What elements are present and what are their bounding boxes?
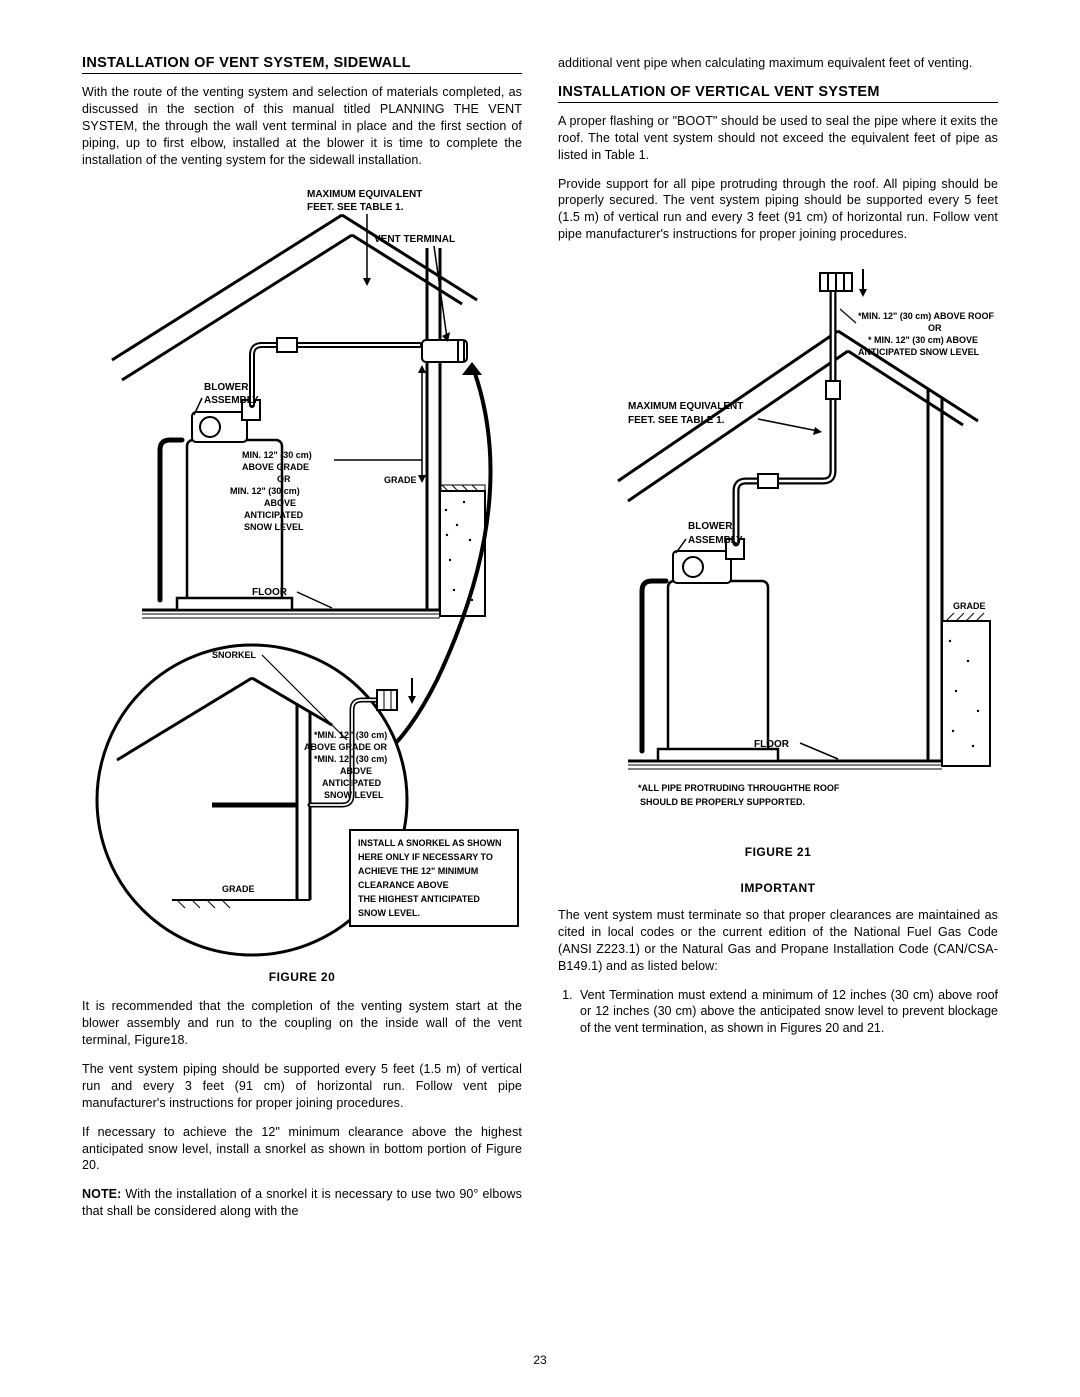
para-roof-support: Provide support for all pipe protruding … — [558, 176, 998, 244]
fig20-inset-min-5: ANTICIPATED — [322, 778, 382, 788]
fig21-support-2: SHOULD BE PROPERLY SUPPORTED. — [640, 797, 805, 807]
termination-item-1: Vent Termination must extend a minimum o… — [576, 987, 998, 1038]
fig21-roof-3: * MIN. 12" (30 cm) ABOVE — [868, 335, 978, 345]
fig21-support-1: *ALL PIPE PROTRUDING THROUGHTHE ROOF — [638, 783, 840, 793]
fig20-label-min-6: ANTICIPATED — [244, 510, 304, 520]
fig20-notebox-3: ACHIEVE THE 12" MINIMUM — [358, 866, 478, 876]
heading-vertical: INSTALLATION OF VERTICAL VENT SYSTEM — [558, 84, 998, 100]
fig20-label-maxfeet-2: FEET. SEE TABLE 1. — [307, 202, 404, 213]
figure-20: MAXIMUM EQUIVALENT FEET. SEE TABLE 1. VE… — [82, 180, 522, 960]
fig20-label-maxfeet-1: MAXIMUM EQUIVALENT — [307, 189, 422, 200]
para-blower-start: It is recommended that the completion of… — [82, 998, 522, 1049]
para-sidewall-intro: With the route of the venting system and… — [82, 84, 522, 168]
fig20-label-floor: FLOOR — [252, 587, 288, 598]
fig20-label-grade: GRADE — [384, 475, 417, 485]
fig20-inset-min-3: *MIN. 12" (30 cm) — [314, 754, 387, 764]
fig20-label-min-2: ABOVE GRADE — [242, 462, 309, 472]
note-body: With the installation of a snorkel it is… — [82, 1187, 522, 1218]
fig20-label-min-3: OR — [277, 474, 291, 484]
para-support: The vent system piping should be support… — [82, 1061, 522, 1112]
left-column: INSTALLATION OF VENT SYSTEM, SIDEWALL Wi… — [82, 55, 522, 1220]
fig21-roof-4: ANTICIPATED SNOW LEVEL — [858, 347, 980, 357]
para-termination: The vent system must terminate so that p… — [558, 907, 998, 975]
two-column-layout: INSTALLATION OF VENT SYSTEM, SIDEWALL Wi… — [82, 55, 998, 1220]
heading-sidewall: INSTALLATION OF VENT SYSTEM, SIDEWALL — [82, 55, 522, 71]
fig20-notebox-2: HERE ONLY IF NECESSARY TO — [358, 852, 493, 862]
figure-21-caption: FIGURE 21 — [558, 845, 998, 859]
figure-20-caption: FIGURE 20 — [82, 970, 522, 984]
fig21-label-grade: GRADE — [953, 601, 986, 611]
fig20-inset-snorkel: SNORKEL — [212, 650, 257, 660]
fig20-notebox-5: THE HIGHEST ANTICIPATED — [358, 894, 480, 904]
para-snorkel: If necessary to achieve the 12" minimum … — [82, 1124, 522, 1175]
fig21-roof-2: OR — [928, 323, 942, 333]
fig21-blower-2: ASSEMBLY — [688, 535, 743, 546]
para-continuation: additional vent pipe when calculating ma… — [558, 55, 998, 72]
page-number: 23 — [0, 1353, 1080, 1367]
fig21-blower-1: BLOWER — [688, 521, 733, 532]
figure-21: GRADE — [558, 261, 998, 821]
para-flashing: A proper flashing or "BOOT" should be us… — [558, 113, 998, 164]
note-label: NOTE: — [82, 1187, 121, 1201]
para-note: NOTE: With the installation of a snorkel… — [82, 1186, 522, 1220]
fig20-inset-min-1: *MIN. 12" (30 cm) — [314, 730, 387, 740]
fig20-label-blower-2: ASSEMBLY — [204, 395, 259, 406]
termination-list: Vent Termination must extend a minimum o… — [558, 987, 998, 1038]
fig20-inset-min-6: SNOW LEVEL — [324, 790, 384, 800]
fig20-inset-min-2: ABOVE GRADE OR — [304, 742, 388, 752]
fig21-max-2: FEET. SEE TABLE 1. — [628, 415, 725, 426]
fig20-notebox-4: CLEARANCE ABOVE — [358, 880, 449, 890]
fig20-label-min-7: SNOW LEVEL — [244, 522, 304, 532]
fig21-max-1: MAXIMUM EQUIVALENT — [628, 401, 743, 412]
fig20-label-min-1: MIN. 12" (30 cm) — [242, 450, 312, 460]
important-label: IMPORTANT — [558, 881, 998, 895]
fig20-label-min-4: MIN. 12" (30 cm) — [230, 486, 300, 496]
page: INSTALLATION OF VENT SYSTEM, SIDEWALL Wi… — [0, 0, 1080, 1397]
heading-underline — [82, 73, 522, 74]
fig20-label-blower-1: BLOWER — [204, 382, 249, 393]
fig21-floor: FLOOR — [754, 739, 790, 750]
fig20-notebox-6: SNOW LEVEL. — [358, 908, 420, 918]
fig20-inset-min-4: ABOVE — [340, 766, 372, 776]
fig20-label-min-5: ABOVE — [264, 498, 296, 508]
heading-underline-right — [558, 102, 998, 103]
fig20-inset-grade: GRADE — [222, 884, 255, 894]
fig21-roof-1: *MIN. 12" (30 cm) ABOVE ROOF — [858, 311, 994, 321]
right-column: additional vent pipe when calculating ma… — [558, 55, 998, 1220]
fig20-notebox-1: INSTALL A SNORKEL AS SHOWN — [358, 838, 502, 848]
fig20-label-ventterm: VENT TERMINAL — [374, 234, 455, 245]
